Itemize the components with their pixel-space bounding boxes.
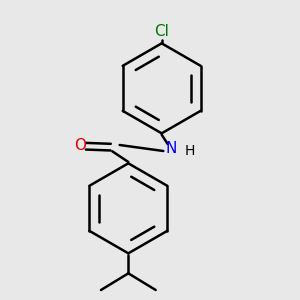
Text: H: H bbox=[184, 144, 194, 158]
Text: Cl: Cl bbox=[154, 24, 169, 39]
Text: O: O bbox=[74, 139, 86, 154]
Text: N: N bbox=[166, 141, 177, 156]
